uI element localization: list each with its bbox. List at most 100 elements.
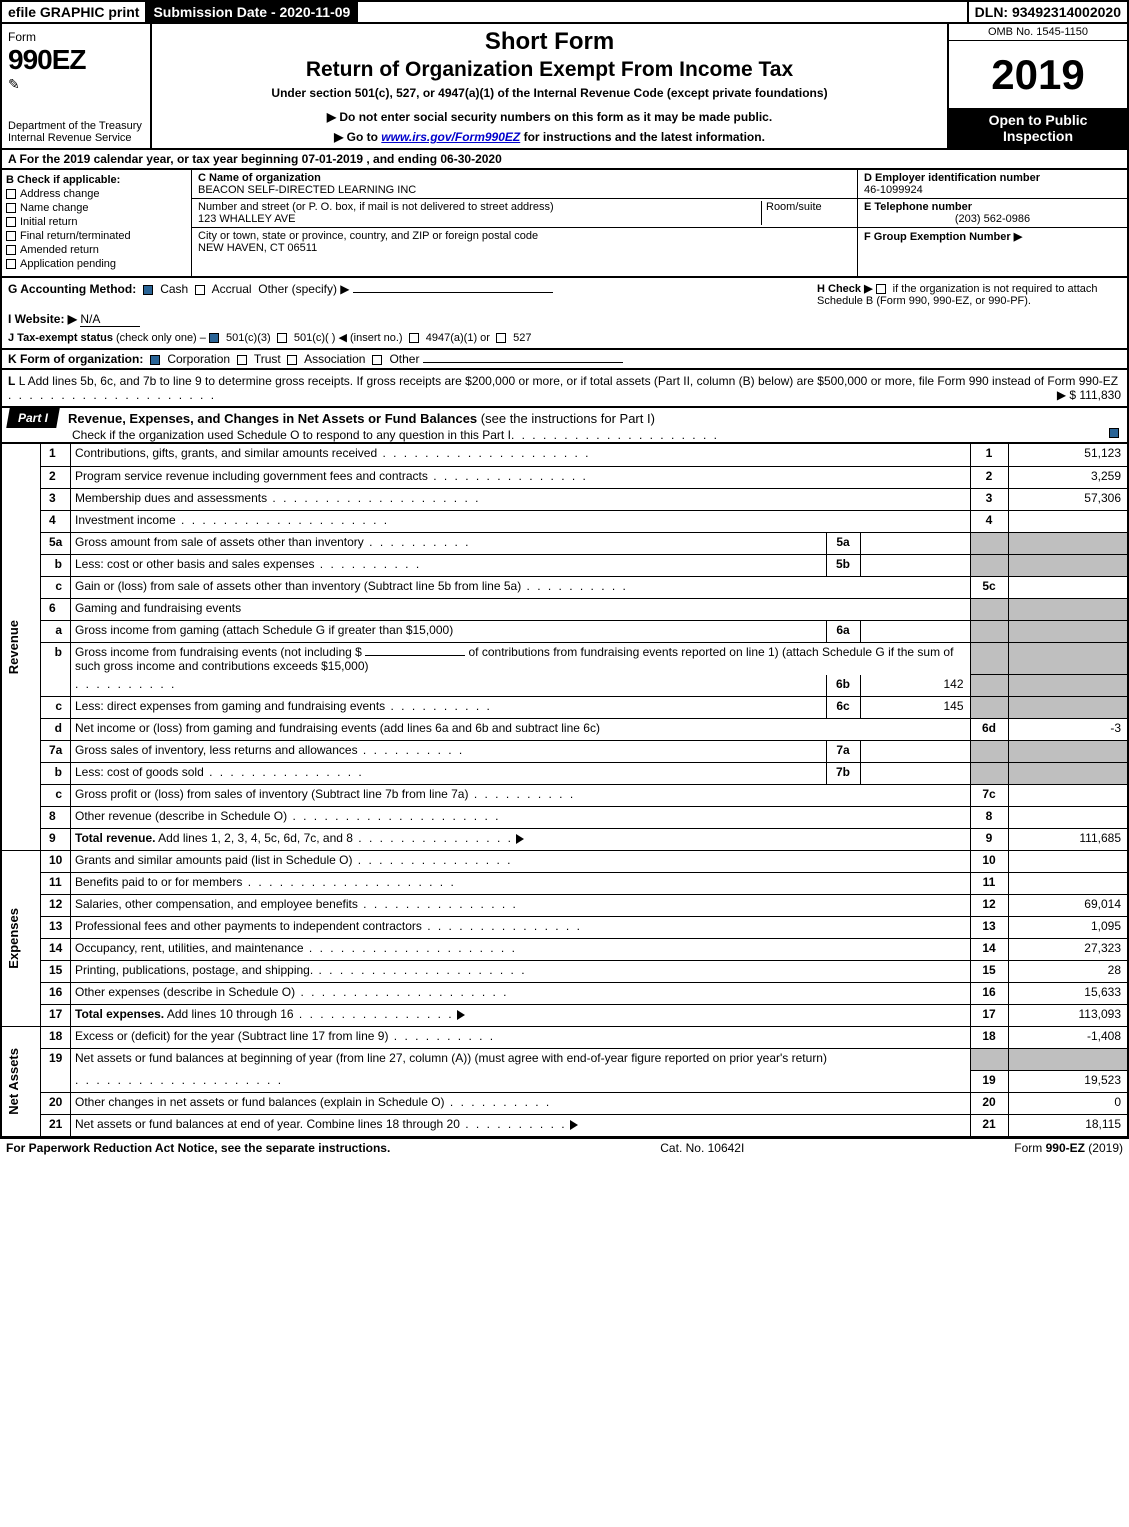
line-11-num: 11 (41, 873, 71, 895)
line-6d-desc: Net income or (loss) from gaming and fun… (75, 721, 600, 735)
header-right: OMB No. 1545-1150 2019 Open to Public In… (947, 24, 1127, 148)
line-2-desc: Program service revenue including govern… (75, 469, 428, 483)
chk-name-change[interactable]: Name change (6, 202, 187, 214)
side-revenue: Revenue (6, 620, 21, 674)
triangle-icon (516, 834, 524, 844)
side-expenses: Expenses (6, 908, 21, 969)
section-def: D Employer identification number 46-1099… (857, 170, 1127, 276)
line-6c-desc: Less: direct expenses from gaming and fu… (75, 699, 385, 713)
goto-line: ▶ Go to www.irs.gov/Form990EZ for instru… (160, 130, 939, 144)
line-17-num: 17 (41, 1005, 71, 1027)
ssn-warning: ▶ Do not enter social security numbers o… (160, 110, 939, 124)
footer-left: For Paperwork Reduction Act Notice, see … (6, 1141, 390, 1155)
triangle-icon (457, 1010, 465, 1020)
chk-cash[interactable] (143, 285, 153, 295)
tax-year: 2019 (949, 41, 1127, 108)
line-5b-innum: 5b (826, 554, 860, 576)
line-13-num: 13 (41, 917, 71, 939)
line-7c-value (1008, 785, 1128, 807)
chk-address-change[interactable]: Address change (6, 188, 187, 200)
line-5c-boxnum: 5c (970, 576, 1008, 598)
line-11-value (1008, 873, 1128, 895)
line-10-boxnum: 10 (970, 851, 1008, 873)
phone-value: (203) 562-0986 (864, 213, 1121, 225)
chk-final-return[interactable]: Final return/terminated (6, 230, 187, 242)
org-name: BEACON SELF-DIRECTED LEARNING INC (198, 184, 416, 196)
block-gh: G Accounting Method: Cash Accrual Other … (0, 278, 1129, 350)
chk-schedule-o[interactable] (1109, 428, 1119, 438)
line-6c-num: c (41, 697, 71, 719)
grey-cell (1008, 532, 1128, 554)
line-6a-innum: 6a (826, 620, 860, 642)
chk-initial-return[interactable]: Initial return (6, 216, 187, 228)
e-label: E Telephone number (864, 201, 972, 213)
page-footer: For Paperwork Reduction Act Notice, see … (0, 1138, 1129, 1157)
efile-label[interactable]: efile GRAPHIC print (2, 2, 147, 22)
line-6c-inval: 145 (860, 697, 970, 719)
line-6a-num: a (41, 620, 71, 642)
line-14-value: 27,323 (1008, 939, 1128, 961)
line-20-value: 0 (1008, 1093, 1128, 1115)
addr-label: Number and street (or P. O. box, if mail… (198, 201, 554, 213)
chk-other[interactable] (372, 355, 382, 365)
line-7b-inval (860, 763, 970, 785)
line-18-boxnum: 18 (970, 1027, 1008, 1049)
line-6c-innum: 6c (826, 697, 860, 719)
line-6a-desc: Gross income from gaming (attach Schedul… (75, 623, 453, 637)
line-18-value: -1,408 (1008, 1027, 1128, 1049)
h-check: H Check ▶ if the organization is not req… (817, 282, 1117, 307)
chk-assoc[interactable] (287, 355, 297, 365)
line-9-num: 9 (41, 829, 71, 851)
line-1-boxnum: 1 (970, 444, 1008, 466)
line-7a-desc: Gross sales of inventory, less returns a… (75, 743, 358, 757)
line-18-num: 18 (41, 1027, 71, 1049)
part1-tab: Part I (6, 408, 60, 428)
chk-corp[interactable] (150, 355, 160, 365)
irs-link[interactable]: www.irs.gov/Form990EZ (381, 130, 520, 144)
chk-accrual[interactable] (195, 285, 205, 295)
grey-cell (970, 532, 1008, 554)
line-9-boxnum: 9 (970, 829, 1008, 851)
line-5a-innum: 5a (826, 532, 860, 554)
line-21-desc: Net assets or fund balances at end of ye… (75, 1117, 460, 1131)
chk-501c[interactable] (277, 333, 287, 343)
chk-application-pending[interactable]: Application pending (6, 258, 187, 270)
line-20-boxnum: 20 (970, 1093, 1008, 1115)
line-2-num: 2 (41, 466, 71, 488)
b-label: B Check if applicable: (6, 174, 187, 186)
line-1-desc: Contributions, gifts, grants, and simila… (75, 446, 377, 460)
line-6d-num: d (41, 719, 71, 741)
line-3-value: 57,306 (1008, 488, 1128, 510)
line-16-desc: Other expenses (describe in Schedule O) (75, 985, 295, 999)
line-12-boxnum: 12 (970, 895, 1008, 917)
line-12-value: 69,014 (1008, 895, 1128, 917)
line-1-value: 51,123 (1008, 444, 1128, 466)
line-13-boxnum: 13 (970, 917, 1008, 939)
chk-trust[interactable] (237, 355, 247, 365)
line-5b-num: b (41, 554, 71, 576)
line-14-desc: Occupancy, rent, utilities, and maintena… (75, 941, 304, 955)
c-label: C Name of organization (198, 172, 321, 184)
part1-title: Revenue, Expenses, and Changes in Net As… (58, 411, 655, 426)
line-19-desc: Net assets or fund balances at beginning… (75, 1051, 827, 1065)
line-10-num: 10 (41, 851, 71, 873)
chk-527[interactable] (496, 333, 506, 343)
line-17-value: 113,093 (1008, 1005, 1128, 1027)
chk-amended-return[interactable]: Amended return (6, 244, 187, 256)
d-label: D Employer identification number (864, 172, 1040, 184)
chk-501c3[interactable] (209, 333, 219, 343)
return-title: Return of Organization Exempt From Incom… (160, 58, 939, 82)
side-netassets: Net Assets (6, 1048, 21, 1115)
part1-sub: Check if the organization used Schedule … (2, 428, 511, 442)
line-19-value: 19,523 (1008, 1071, 1128, 1093)
line-20-desc: Other changes in net assets or fund bala… (75, 1095, 445, 1109)
header-left: Form 990EZ ✎ Department of the Treasury … (2, 24, 152, 148)
chk-4947[interactable] (409, 333, 419, 343)
line-4-num: 4 (41, 510, 71, 532)
line-5c-desc: Gain or (loss) from sale of assets other… (75, 579, 521, 593)
line-5a-desc: Gross amount from sale of assets other t… (75, 535, 364, 549)
line-6b-innum: 6b (826, 675, 860, 697)
chk-h[interactable] (876, 284, 886, 294)
line-15-num: 15 (41, 961, 71, 983)
line-5a-inval (860, 532, 970, 554)
